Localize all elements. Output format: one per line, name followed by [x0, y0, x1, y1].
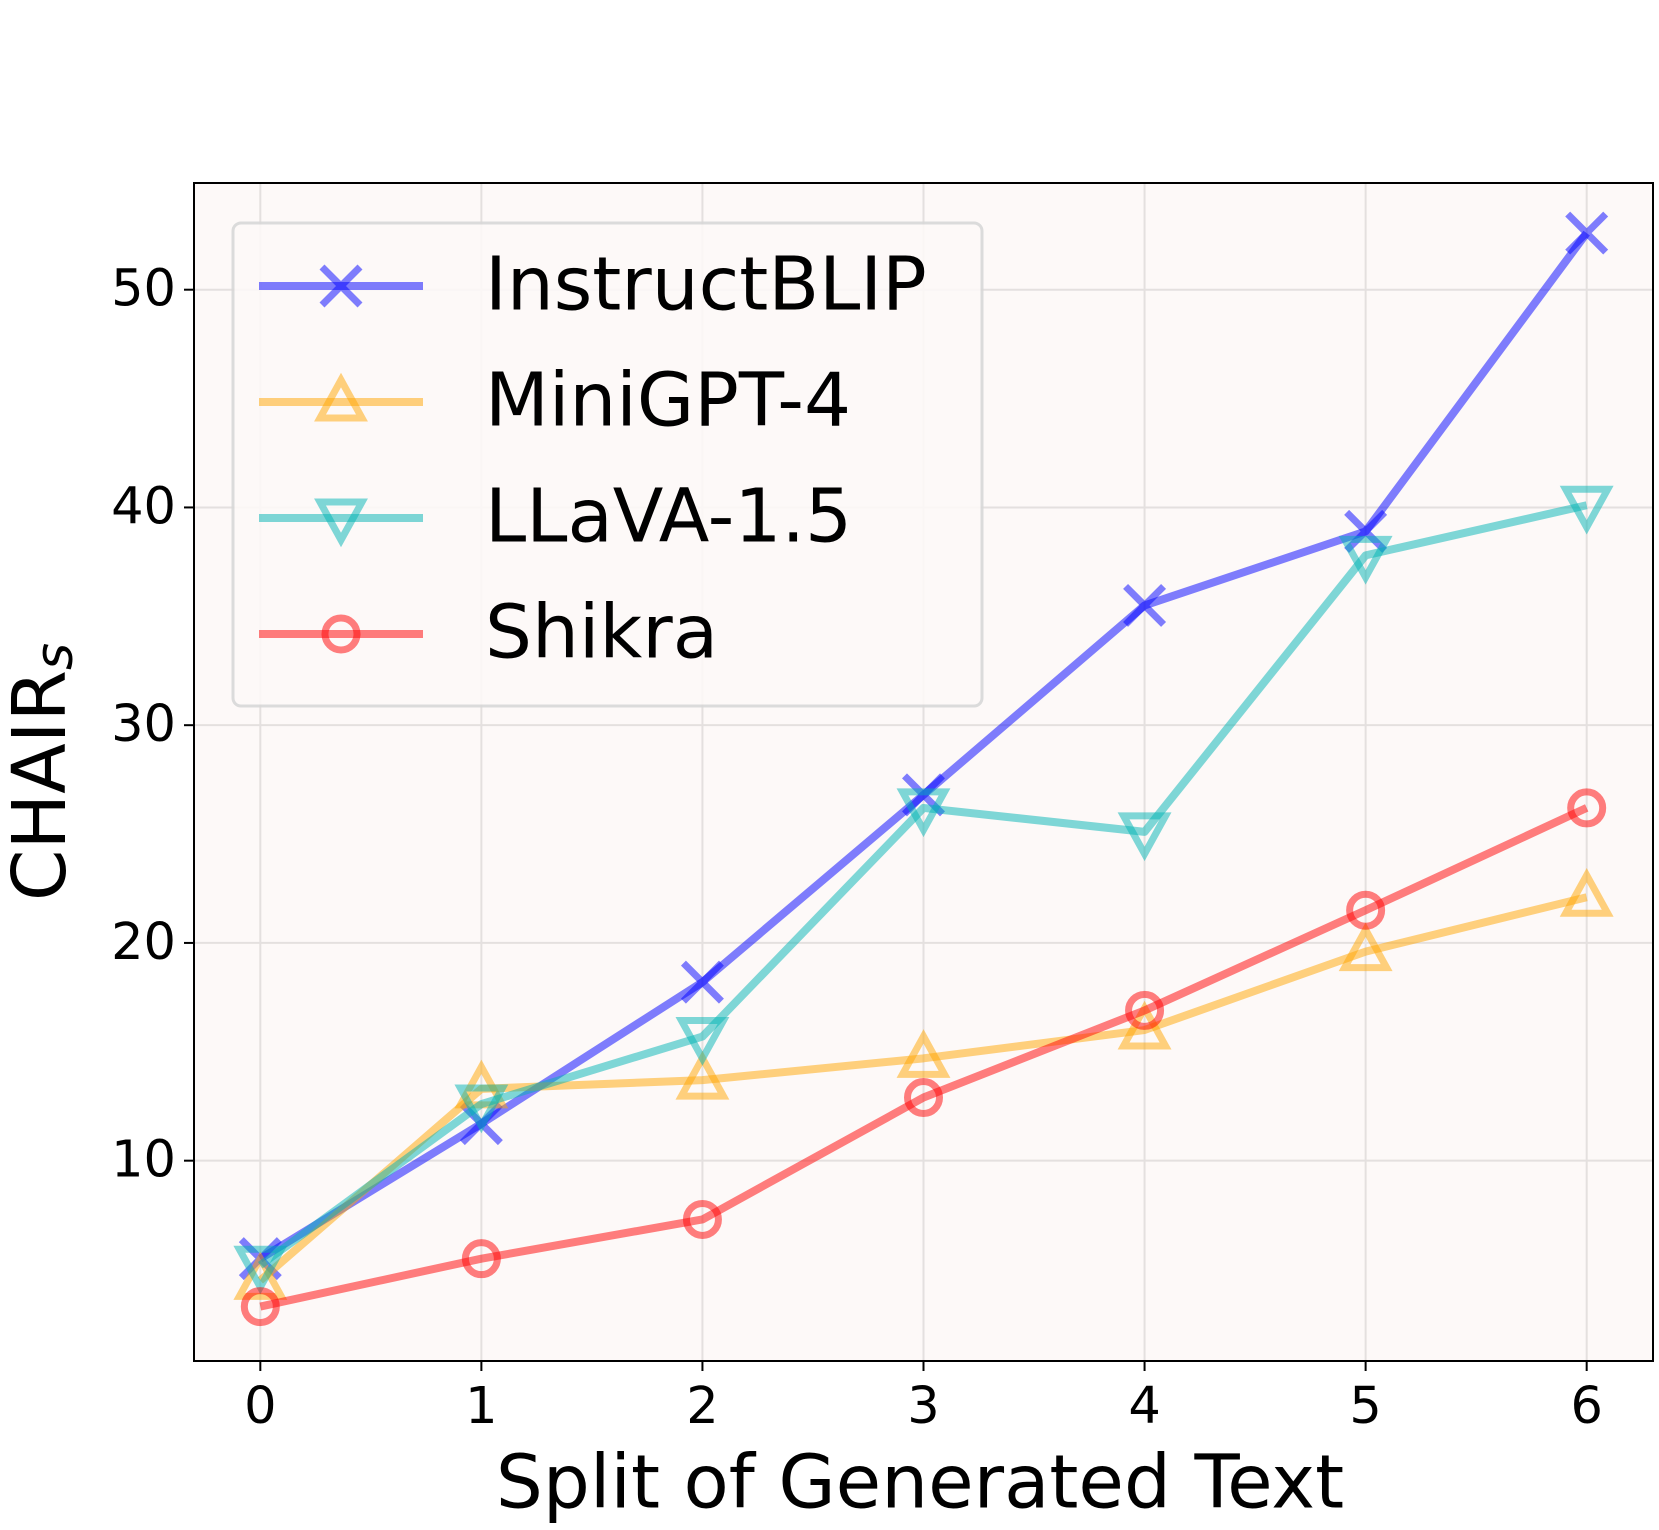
x-tick-label: 4 [1128, 1377, 1160, 1436]
marker [314, 498, 368, 548]
marker [1117, 1000, 1172, 1050]
marker [904, 1078, 943, 1118]
marker [1565, 211, 1609, 255]
x-tick-label: 6 [1570, 1377, 1602, 1436]
x-tick-label: 5 [1349, 1377, 1381, 1436]
y-tick-label: 20 [111, 913, 176, 972]
series-line [257, 501, 1588, 1269]
marker [1338, 535, 1393, 585]
marker [682, 1199, 722, 1239]
y-tick-label: 10 [111, 1131, 176, 1190]
marker [675, 1017, 730, 1066]
x-tick-label: 3 [907, 1377, 939, 1436]
marker [454, 1084, 509, 1134]
marker [240, 1287, 280, 1327]
x-tick-label: 1 [465, 1377, 497, 1436]
marker [896, 788, 951, 838]
legend-label: MiniGPT-4 [485, 358, 851, 444]
y-axis-label: CHAIRs [0, 643, 85, 901]
marker [1123, 583, 1167, 627]
marker [1559, 485, 1614, 535]
marker [1344, 509, 1388, 553]
y-label-main: CHAIR [0, 670, 83, 901]
y-label-subscript: s [25, 643, 85, 670]
x-axis-label: Split of Generated Text [496, 1440, 1344, 1526]
marker [319, 264, 363, 308]
marker [233, 1245, 288, 1295]
y-tick-label: 50 [111, 260, 176, 319]
plot-frame [193, 182, 1654, 1362]
legend-label: LLaVA-1.5 [485, 474, 852, 560]
legend-box [231, 221, 984, 708]
marker [675, 1050, 730, 1100]
marker [1338, 922, 1393, 972]
marker [680, 960, 724, 1004]
marker [1346, 890, 1386, 930]
marker [1125, 990, 1165, 1030]
series-line [259, 804, 1589, 1311]
marker [461, 1239, 501, 1279]
marker [233, 1251, 288, 1300]
legend-label: InstructBLIP [485, 242, 927, 328]
marker [896, 1029, 951, 1078]
marker [1567, 788, 1607, 828]
y-tick-label: 40 [111, 477, 176, 536]
x-tick-label: 0 [244, 1377, 276, 1436]
x-tick-label: 2 [686, 1377, 718, 1436]
marker [1559, 867, 1614, 917]
y-tick-label: 30 [111, 695, 176, 754]
marker [1117, 812, 1172, 862]
marker [321, 614, 361, 654]
marker [314, 372, 368, 422]
legend-label: Shikra [485, 590, 718, 676]
